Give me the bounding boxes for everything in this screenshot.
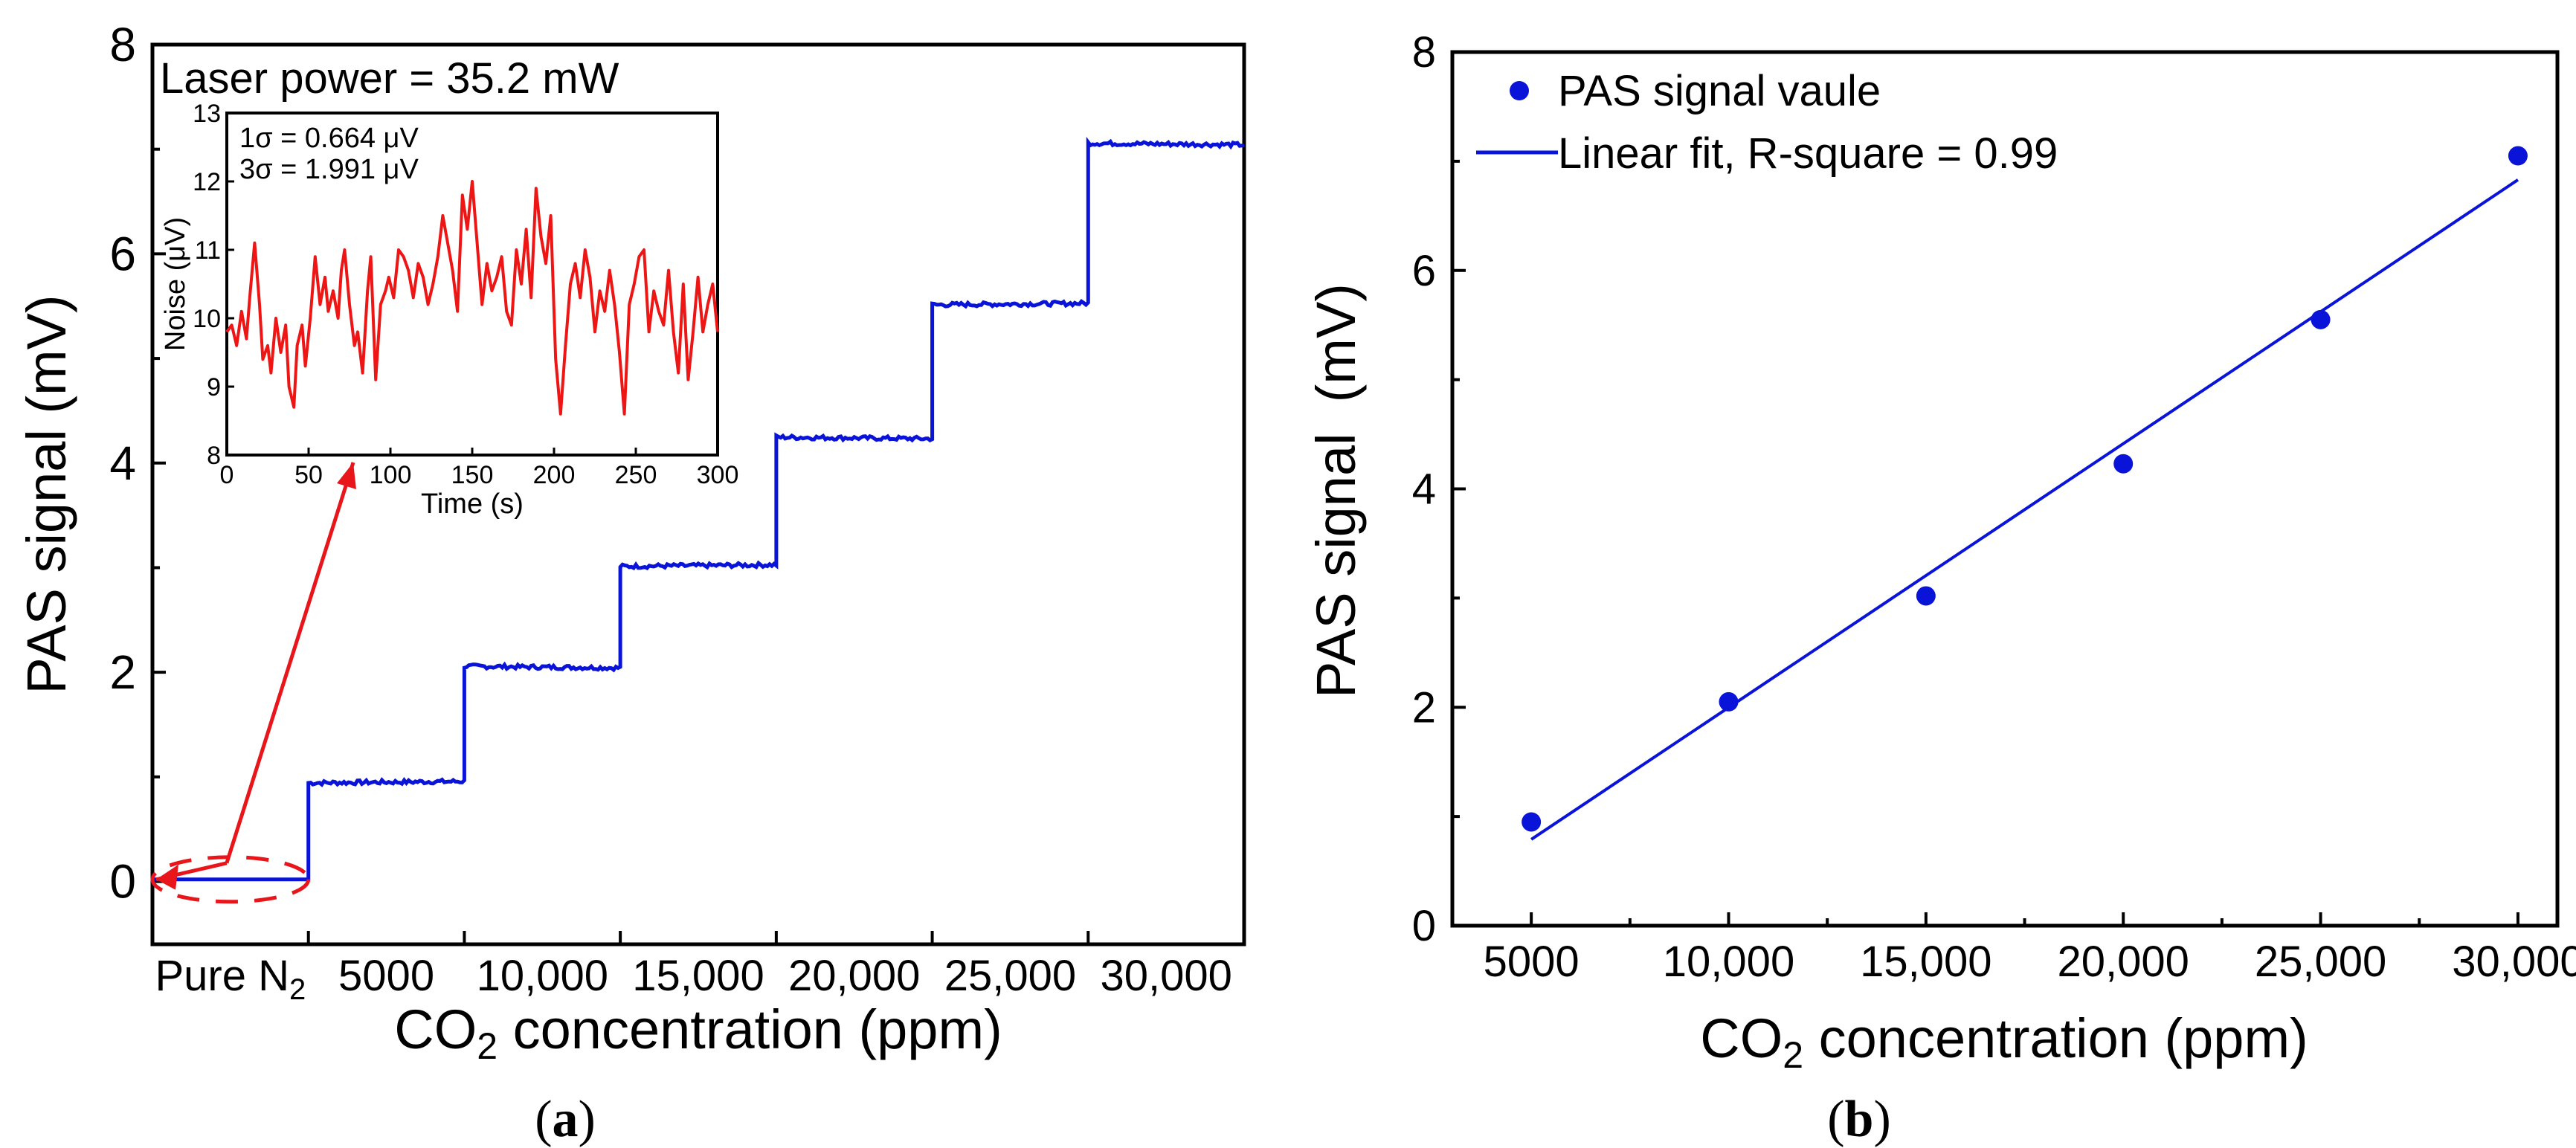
- panel-b-x-tick-label: 5000: [1484, 938, 1580, 986]
- panel-a-label: (a): [535, 1091, 596, 1148]
- panel-b-data-point: [1719, 691, 1739, 712]
- panel-a: 0 2 4 6 8 Pure N2 5000 10,000 15,000 20,000 25,00…: [16, 18, 1246, 1148]
- inset-y-axis-label: Noise (μV): [160, 217, 191, 351]
- panel-a-x-axis: Pure N2 5000 10,000 15,000 20,000 25,000 30,00…: [151, 931, 1246, 1006]
- inset-annotation-3sigma: 3σ = 1.991 μV: [239, 154, 419, 185]
- panel-a-plot-frame: [150, 42, 1246, 947]
- inset-x-tick-label: 250: [615, 461, 657, 489]
- inset-frame: [225, 112, 719, 457]
- inset-x-tick-label: 100: [370, 461, 412, 489]
- panel-b-y-axis-label: PAS signal (mV): [1305, 283, 1367, 698]
- panel-b-x-tick-label: 30,000: [2452, 938, 2576, 986]
- panel-a-x-tick-label: Pure N2: [155, 952, 306, 1006]
- panel-b-y-tick-label: 6: [1412, 247, 1436, 295]
- panel-b-x-axis-label: CO2 concentration (ppm): [1700, 1007, 2308, 1076]
- panel-a-inset: 0 50 100 150 200 250 300 8 9 10 11 12 13 1σ = 0.664 …: [160, 100, 738, 520]
- panel-b-data-point: [2113, 454, 2134, 474]
- panel-a-highlight-ellipse: [150, 855, 311, 904]
- panel-a-highlight: [150, 462, 356, 904]
- inset-x-tick-label: 300: [697, 461, 739, 489]
- panel-a-y-tick-label: 6: [109, 227, 136, 280]
- inset-x-tick-label: 150: [451, 461, 494, 489]
- inset-series: [225, 180, 719, 416]
- panel-b-fit-line: [1530, 178, 2519, 841]
- panel-b-data-point: [2311, 309, 2331, 329]
- panel-b-x-tick-label: 15,000: [1860, 938, 1991, 986]
- panel-b-points: [1522, 146, 2528, 832]
- panel-b-x-axis: 5000 10,000 15,000 20,000 25,000 30,000: [1484, 912, 2576, 986]
- panel-b-x-tick-label: 10,000: [1663, 938, 1794, 986]
- panel-a-x-tick-label: 10,000: [477, 952, 608, 1000]
- panel-b-y-tick-label: 8: [1412, 28, 1436, 77]
- panel-b-data-point: [1522, 812, 1542, 832]
- panel-b: 0 2 4 6 8 5000 10,000 15,000 20,000 25,000 30,000…: [1305, 28, 2576, 1148]
- panel-a-x-axis-label: CO2 concentration (ppm): [394, 999, 1002, 1067]
- panel-a-x-tick-label: 30,000: [1100, 952, 1231, 1000]
- panel-b-data-point: [1916, 586, 1936, 606]
- panel-b-plot-frame: [1450, 50, 2560, 928]
- panel-b-fit-line-path: [1530, 178, 2519, 841]
- panel-a-annotation: Laser power = 35.2 mW: [160, 54, 619, 103]
- legend-points-label: PAS signal vaule: [1558, 67, 1881, 115]
- panel-a-arrowhead-inset: [337, 462, 356, 489]
- panel-b-x-tick-label: 25,000: [2255, 938, 2386, 986]
- inset-annotation-1sigma: 1σ = 0.664 μV: [239, 123, 419, 154]
- panel-b-y-axis: 0 2 4 6 8: [1412, 28, 1466, 950]
- panel-b-y-tick-label: 2: [1412, 683, 1436, 732]
- panel-a-y-tick-label: 0: [109, 855, 136, 909]
- inset-y-tick-label: 12: [193, 168, 221, 196]
- inset-x-axis-label: Time (s): [421, 488, 524, 520]
- panel-b-data-point: [2508, 146, 2528, 166]
- inset-y-tick-label: 11: [195, 236, 221, 265]
- inset-x-tick-label: 200: [533, 461, 576, 489]
- legend-point-marker: [1510, 81, 1529, 100]
- panel-a-x-tick-label: 20,000: [788, 952, 920, 1000]
- panel-a-y-tick-label: 4: [109, 436, 136, 490]
- panel-a-arrow-to-inset: [225, 462, 355, 864]
- inset-y-tick-label: 8: [207, 442, 221, 470]
- panel-a-x-tick-label: 25,000: [944, 952, 1076, 1000]
- inset-y-tick-label: 10: [193, 305, 221, 333]
- panel-a-arrowhead-left: [156, 864, 178, 890]
- panel-b-label: (b): [1827, 1091, 1891, 1148]
- panel-b-x-tick-label: 20,000: [2058, 938, 2189, 986]
- panel-a-y-axis: 0 2 4 6 8: [109, 18, 166, 909]
- panel-a-x-tick-label: 15,000: [632, 952, 764, 1000]
- inset-axes: 0 50 100 150 200 250 300 8 9 10 11 12 13: [193, 100, 738, 489]
- panel-a-y-axis-label: PAS signal (mV): [16, 294, 77, 694]
- inset-y-tick-label: 13: [193, 100, 221, 128]
- panel-b-y-tick-label: 0: [1412, 902, 1436, 950]
- panel-a-series: [152, 136, 1245, 882]
- inset-x-tick-label: 0: [220, 461, 234, 489]
- panel-a-signal-line: [152, 136, 1245, 882]
- panel-a-y-tick-label: 2: [109, 645, 136, 699]
- legend-fit-label: Linear fit, R-square = 0.99: [1558, 129, 2058, 178]
- panel-b-legend: PAS signal vaule Linear fit, R-square = …: [1476, 67, 2058, 178]
- panel-a-x-tick-label: 5000: [338, 952, 434, 1000]
- inset-y-tick-label: 9: [207, 373, 221, 402]
- panel-b-y-tick-label: 4: [1412, 465, 1436, 514]
- panel-a-y-tick-label: 8: [109, 18, 136, 71]
- inset-noise-line: [225, 180, 719, 416]
- inset-x-tick-label: 50: [294, 461, 323, 489]
